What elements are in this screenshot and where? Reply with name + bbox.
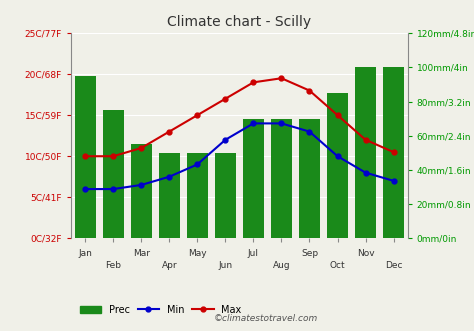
Bar (159, 153, 180, 238)
Bar (299, 118, 320, 238)
Text: May: May (188, 250, 207, 259)
Text: Mar: Mar (133, 250, 150, 259)
Text: Nov: Nov (357, 250, 374, 259)
Text: Jul: Jul (248, 250, 259, 259)
Bar (187, 153, 208, 238)
Bar (327, 93, 348, 238)
Legend: Prec, Min, Max: Prec, Min, Max (76, 301, 246, 318)
Bar (131, 144, 152, 238)
Text: ©climatestotravel.com: ©climatestotravel.com (213, 314, 318, 323)
Text: Aug: Aug (273, 260, 290, 269)
Bar (215, 153, 236, 238)
Text: Feb: Feb (105, 260, 121, 269)
Bar (74, 76, 96, 238)
Text: Dec: Dec (385, 260, 402, 269)
Title: Climate chart - Scilly: Climate chart - Scilly (167, 15, 311, 29)
Text: Oct: Oct (330, 260, 346, 269)
Bar (383, 67, 404, 238)
Text: Jun: Jun (219, 260, 232, 269)
Bar (103, 110, 124, 238)
Text: Apr: Apr (162, 260, 177, 269)
Text: Sep: Sep (301, 250, 318, 259)
Bar (355, 67, 376, 238)
Bar (243, 118, 264, 238)
Bar (271, 118, 292, 238)
Text: Jan: Jan (78, 250, 92, 259)
